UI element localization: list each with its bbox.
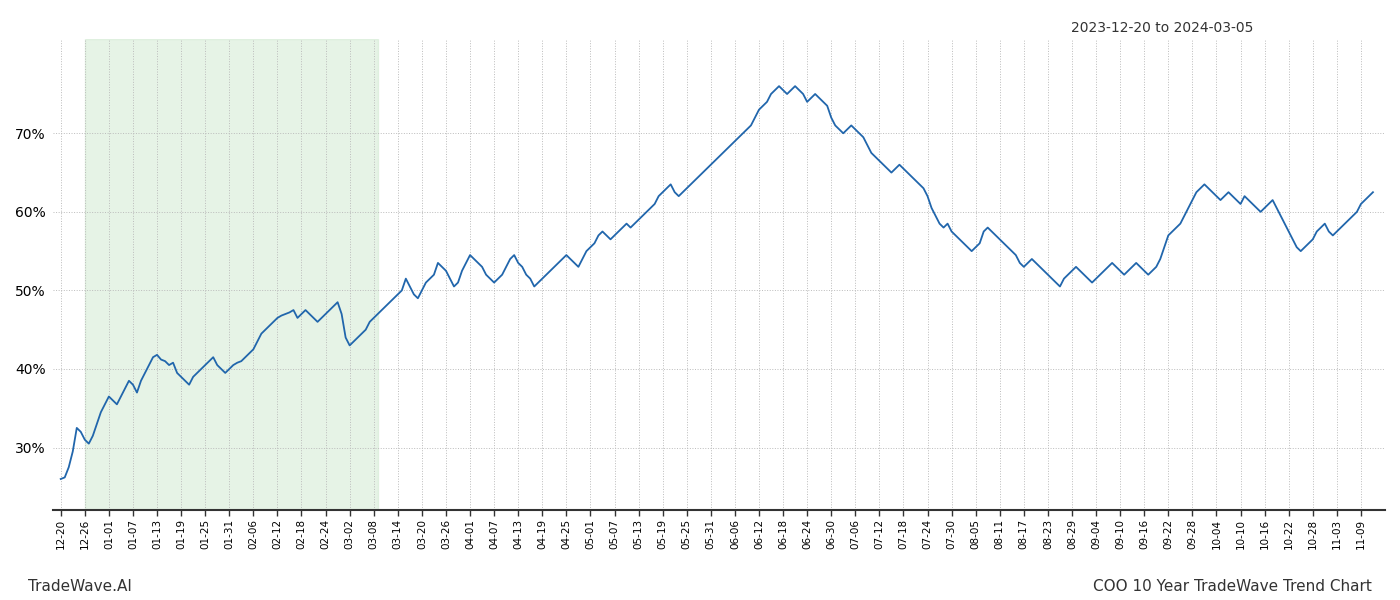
Bar (85, 39, 378, 511)
Text: COO 10 Year TradeWave Trend Chart: COO 10 Year TradeWave Trend Chart (1093, 579, 1372, 594)
Text: TradeWave.AI: TradeWave.AI (28, 579, 132, 594)
Text: 2023-12-20 to 2024-03-05: 2023-12-20 to 2024-03-05 (1071, 21, 1253, 35)
